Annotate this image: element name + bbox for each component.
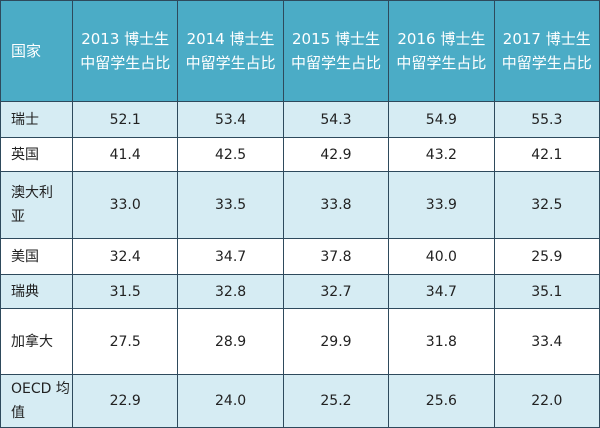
value-cell: 34.7 bbox=[388, 274, 495, 309]
header-cell: 2014 博士生 中留学生占比 bbox=[177, 0, 284, 102]
cell-text: 值 bbox=[11, 405, 25, 421]
value-cell: 25.9 bbox=[493, 238, 600, 275]
row-label: 美国 bbox=[0, 238, 73, 275]
value-cell: 42.5 bbox=[177, 137, 284, 172]
value-cell: 55.3 bbox=[493, 101, 600, 138]
value-cell: 32.7 bbox=[282, 274, 390, 309]
value-cell: 32.4 bbox=[71, 238, 179, 275]
value-cell: 31.8 bbox=[388, 308, 495, 375]
value-cell: 37.8 bbox=[282, 238, 390, 275]
row-label: 英国 bbox=[0, 137, 73, 172]
value-cell: 32.8 bbox=[177, 274, 284, 309]
cell-text: 瑞士 bbox=[11, 111, 39, 128]
cell-text: 亚 bbox=[11, 209, 25, 225]
value-cell: 22.9 bbox=[71, 374, 179, 428]
value-cell: 43.2 bbox=[388, 137, 495, 172]
cell-text: 中留学生占比 bbox=[396, 54, 487, 72]
value-cell: 41.4 bbox=[71, 137, 179, 172]
header-row: 国家 2013 博士生 中留学生占比 2014 博士生 中留学生占比 2015 博士生 中留… bbox=[0, 0, 600, 102]
value-cell: 52.1 bbox=[71, 101, 179, 138]
row-label: 瑞士 bbox=[0, 101, 73, 138]
value-cell: 22.0 bbox=[493, 374, 600, 428]
cell-text: 中留学生占比 bbox=[185, 54, 276, 72]
value-cell: 54.9 bbox=[388, 101, 495, 138]
value-cell: 32.5 bbox=[493, 171, 600, 239]
value-cell: 31.5 bbox=[71, 274, 179, 309]
value-cell: 27.5 bbox=[71, 308, 179, 375]
cell-text: 中留学生占比 bbox=[290, 54, 381, 72]
value-cell: 28.9 bbox=[177, 308, 284, 375]
cell-text: 2017 博士生 bbox=[502, 30, 591, 48]
cell-text: 2015 博士生 bbox=[292, 30, 380, 48]
table-row: 瑞典 31.5 32.8 32.7 34.7 35.1 bbox=[0, 274, 600, 309]
table-row: 瑞士 52.1 53.4 54.3 54.9 55.3 bbox=[0, 101, 600, 138]
table-body: 瑞士 52.1 53.4 54.3 54.9 55.3 英国 41.4 42.5 42.9 43.2… bbox=[0, 101, 600, 428]
cell-text: 中留学生占比 bbox=[501, 54, 592, 72]
cell-text: 2014 博士生 bbox=[186, 30, 275, 48]
cell-text: 英国 bbox=[11, 146, 39, 163]
cell-text: 2013 博士生 bbox=[81, 30, 170, 48]
cell-text: 中留学生占比 bbox=[80, 54, 171, 72]
value-cell: 42.9 bbox=[282, 137, 390, 172]
value-cell: 53.4 bbox=[177, 101, 284, 138]
table-row: 澳大利亚 33.0 33.5 33.8 33.9 32.5 bbox=[0, 171, 600, 239]
table-row: 英国 41.4 42.5 42.9 43.2 42.1 bbox=[0, 137, 600, 172]
row-label: 加拿大 bbox=[0, 308, 73, 375]
cell-text: 美国 bbox=[11, 248, 39, 265]
value-cell: 33.9 bbox=[388, 171, 495, 239]
value-cell: 25.2 bbox=[282, 374, 390, 428]
row-label: OECD 均值 bbox=[0, 374, 73, 428]
value-cell: 33.4 bbox=[493, 308, 600, 375]
value-cell: 33.8 bbox=[282, 171, 390, 239]
value-cell: 24.0 bbox=[177, 374, 284, 428]
header-cell: 国家 bbox=[0, 0, 73, 102]
cell-text: 加拿大 bbox=[11, 333, 53, 350]
value-cell: 54.3 bbox=[282, 101, 390, 138]
value-cell: 40.0 bbox=[388, 238, 495, 275]
cell-text: 国家 bbox=[11, 42, 42, 60]
header-cell: 2013 博士生 中留学生占比 bbox=[71, 0, 179, 102]
value-cell: 33.0 bbox=[71, 171, 179, 239]
value-cell: 35.1 bbox=[493, 274, 600, 309]
row-label: 瑞典 bbox=[0, 274, 73, 309]
header-cell: 2017 博士生 中留学生占比 bbox=[493, 0, 600, 102]
cell-text: OECD 均 bbox=[11, 381, 70, 397]
header-cell: 2016 博士生 中留学生占比 bbox=[388, 0, 495, 102]
value-cell: 33.5 bbox=[177, 171, 284, 239]
row-label: 澳大利亚 bbox=[0, 171, 73, 239]
value-cell: 34.7 bbox=[177, 238, 284, 275]
value-cell: 25.6 bbox=[388, 374, 495, 428]
cell-text: 瑞典 bbox=[11, 283, 39, 300]
table-row: OECD 均值 22.9 24.0 25.2 25.6 22.0 bbox=[0, 374, 600, 428]
cell-text: 澳大利 bbox=[11, 185, 53, 201]
value-cell: 29.9 bbox=[282, 308, 390, 375]
table-row: 美国 32.4 34.7 37.8 40.0 25.9 bbox=[0, 238, 600, 275]
table-row: 加拿大 27.5 28.9 29.9 31.8 33.4 bbox=[0, 308, 600, 375]
cell-text: 2016 博士生 bbox=[397, 30, 486, 48]
header-cell: 2015 博士生 中留学生占比 bbox=[282, 0, 390, 102]
value-cell: 42.1 bbox=[493, 137, 600, 172]
